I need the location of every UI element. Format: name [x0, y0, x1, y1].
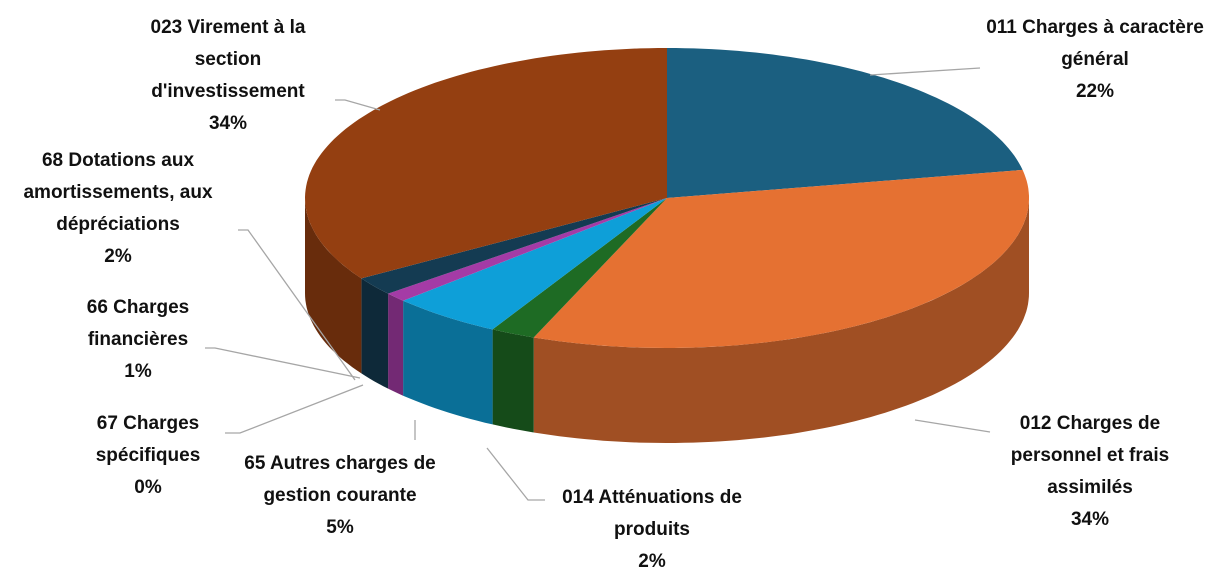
slice-side — [388, 293, 404, 396]
leader-line — [335, 99, 381, 111]
slice — [361, 198, 667, 294]
category-label: 011 Charges à caractère général — [986, 17, 1204, 70]
slice-side — [492, 329, 534, 433]
data-label: 68 Dotations aux amortissements, aux dép… — [23, 145, 213, 273]
value-label: 5% — [326, 517, 354, 538]
data-label: 012 Charges de personnel et frais assimi… — [980, 408, 1200, 536]
value-label: 0% — [134, 477, 162, 498]
data-label: 66 Charges financières 1% — [63, 292, 213, 388]
value-label: 34% — [208, 113, 248, 134]
category-label: 014 Atténuations de produits — [562, 487, 742, 540]
category-label: 023 Virement à la section d'investisseme… — [150, 17, 306, 102]
leader-line — [869, 67, 981, 76]
leader-line — [225, 384, 364, 434]
data-label: 023 Virement à la section d'investisseme… — [128, 12, 328, 140]
value-label: 34% — [1070, 509, 1110, 530]
slice — [403, 198, 667, 330]
leader-line — [205, 347, 361, 379]
slice — [388, 198, 667, 301]
slice-side — [361, 278, 389, 389]
category-label: 66 Charges financières — [86, 297, 190, 350]
data-label: 67 Charges spécifiques 0% — [73, 408, 223, 504]
value-label: 22% — [1075, 81, 1115, 102]
leader-line — [914, 419, 991, 433]
slice — [533, 169, 1029, 348]
category-label: 68 Dotations aux amortissements, aux dép… — [23, 150, 213, 235]
value-label: 2% — [104, 246, 132, 267]
category-label: 65 Autres charges de gestion courante — [244, 453, 436, 506]
value-label: 1% — [124, 361, 152, 382]
data-label: 65 Autres charges de gestion courante 5% — [225, 448, 455, 544]
leader-line — [486, 447, 545, 501]
data-label: 011 Charges à caractère général 22% — [980, 12, 1208, 108]
leader-line — [238, 229, 356, 381]
category-label: 012 Charges de personnel et frais assimi… — [1010, 413, 1170, 498]
slice-side — [533, 198, 1029, 443]
category-label: 67 Charges spécifiques — [95, 413, 201, 466]
slice — [492, 198, 667, 338]
slice-side — [403, 300, 493, 425]
slice — [305, 48, 667, 279]
slice — [667, 48, 1023, 198]
data-label: 014 Atténuations de produits 2% — [552, 482, 752, 574]
value-label: 2% — [638, 551, 666, 572]
